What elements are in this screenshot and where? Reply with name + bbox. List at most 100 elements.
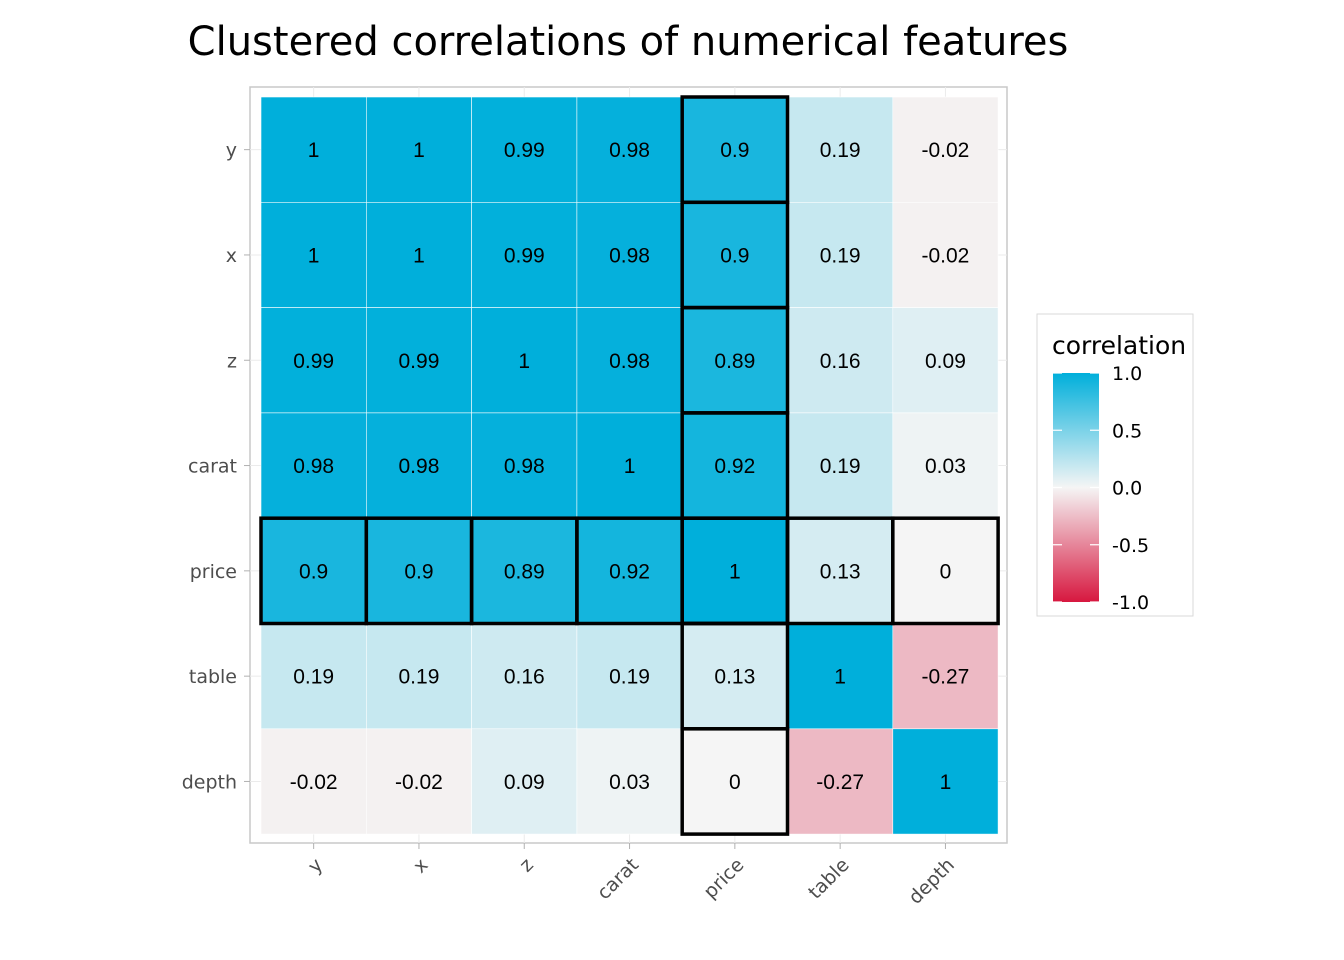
legend-tick-label: -1.0 (1112, 592, 1149, 614)
cell-value-label: 0.92 (714, 455, 755, 478)
heatmap-cell-table-price (681, 623, 788, 730)
cell-value-label: 0.9 (720, 244, 749, 267)
heatmap-cell-table-y (260, 623, 367, 730)
cell-value-label: 0.13 (714, 666, 755, 689)
heatmap-cell-carat-y (260, 412, 367, 519)
cell-value-label: 0.19 (820, 244, 861, 267)
heatmap-cell-z-z (471, 307, 578, 414)
heatmap-cell-z-x (365, 307, 472, 414)
heatmap-cell-z-table (787, 307, 894, 414)
heatmap-cell-y-x (365, 96, 472, 203)
y-tick-label: carat (188, 456, 237, 478)
legend-tick-label: 0.0 (1112, 478, 1142, 500)
heatmap-cell-price-z (471, 517, 578, 624)
x-tick-label: carat (593, 854, 643, 904)
highlight-column-cell (680, 727, 790, 836)
heatmap-cell-x-carat (576, 202, 683, 308)
cell-value-label: -0.02 (922, 139, 970, 162)
cell-value-label: 0.19 (293, 666, 334, 689)
cell-value-label: 0.98 (609, 350, 650, 373)
heatmap-cell-depth-depth (892, 728, 999, 835)
cell-value-label: 0.99 (293, 350, 334, 373)
legend: correlation 1.0 0.5 0.0 -0.5 -1.0 (1036, 313, 1194, 617)
heatmap-cell-carat-depth (892, 412, 999, 519)
cell-value-label: 0.98 (609, 244, 650, 267)
y-tick-label: table (189, 666, 237, 688)
cell-value-label: 1 (308, 244, 320, 267)
cell-value-label: 0.19 (399, 666, 440, 689)
legend-tick-label: 1.0 (1112, 363, 1142, 385)
cell-value-label: 1 (413, 244, 425, 267)
x-tick-label: x (409, 854, 433, 878)
cell-value-label: 0.89 (714, 350, 755, 373)
x-tick-label: z (515, 854, 538, 877)
cell-value-label: -0.02 (922, 244, 970, 267)
cell-value-label: 0 (940, 560, 952, 583)
heatmap-cell-x-y (260, 202, 367, 308)
heatmap-cell-y-depth (892, 96, 999, 203)
heatmap-cell-price-price (681, 517, 788, 624)
heatmap-cell-z-price (681, 307, 788, 414)
heatmap-cell-z-carat (576, 307, 683, 414)
legend-title: correlation (1052, 331, 1186, 360)
heatmap-cell-depth-y (260, 728, 367, 835)
cell-value-label: 0.98 (293, 455, 334, 478)
heatmap-cell-carat-x (365, 412, 472, 519)
cell-value-label: 0.19 (820, 139, 861, 162)
legend-tick-label: -0.5 (1112, 535, 1149, 557)
cell-value-label: 1 (518, 350, 530, 373)
heatmap-cell-price-table (787, 517, 894, 624)
x-tick-label: depth (904, 854, 959, 909)
legend-tick-label: 0.5 (1112, 420, 1142, 442)
cell-value-label: 0.98 (399, 455, 440, 478)
cell-value-label: 0.03 (925, 455, 966, 478)
cell-value-label: 0.13 (820, 560, 861, 583)
cell-value-label: -0.02 (395, 771, 443, 794)
heatmap-cell-carat-carat (576, 412, 683, 519)
cell-value-label: 0.99 (504, 244, 545, 267)
heatmap-cell-carat-table (787, 412, 894, 519)
y-tick-label: depth (182, 771, 237, 793)
x-tick-label: price (699, 854, 748, 903)
heatmap-cell-carat-z (471, 412, 578, 519)
heatmap-cell-carat-price (681, 412, 788, 519)
cell-value-label: -0.27 (816, 771, 864, 794)
cell-value-label: 0.9 (720, 139, 749, 162)
cell-value-label: 0.16 (820, 350, 861, 373)
heatmap-cell-y-table (787, 96, 894, 203)
heatmap-cell-x-depth (892, 202, 999, 308)
cell-value-label: 0.19 (609, 666, 650, 689)
cell-value-label: 0.92 (609, 560, 650, 583)
cell-value-label: 1 (624, 455, 636, 478)
cell-value-label: 0.98 (609, 139, 650, 162)
x-tick-label: table (804, 854, 854, 904)
x-tick-label: y (304, 854, 328, 878)
cell-value-label: 0 (729, 771, 741, 794)
cell-value-label: 0.19 (820, 455, 861, 478)
cell-value-label: 1 (729, 560, 741, 583)
heatmap-cell-y-carat (576, 96, 683, 203)
cell-value-label: 1 (413, 139, 425, 162)
heatmap-cell-price-carat (576, 517, 683, 624)
cell-value-label: 0.89 (504, 560, 545, 583)
heatmap-cell-depth-table (787, 728, 894, 835)
heatmap-cells: 1 1 0.99 0.98 0.9 0.19 -0.02 1 1 0.99 0.98 0.9 0.19 -… (260, 96, 999, 835)
highlight-borders (259, 95, 1000, 836)
y-axis-ticks: y x z carat price table depth (182, 140, 250, 793)
heatmap-cell-z-depth (892, 307, 999, 414)
cell-value-label: 0.03 (609, 771, 650, 794)
cell-value-label: 1 (308, 139, 320, 162)
heatmap-cell-depth-price (681, 728, 788, 835)
x-axis-ticks: y x z carat price table depth (304, 843, 959, 909)
y-tick-label: price (190, 561, 237, 583)
y-tick-label: z (227, 350, 237, 372)
heatmap-cell-table-depth (892, 623, 999, 730)
cell-value-label: -0.02 (290, 771, 338, 794)
cell-value-label: 0.98 (504, 455, 545, 478)
y-tick-label: x (226, 245, 237, 267)
cell-value-label: 0.99 (504, 139, 545, 162)
cell-value-label: 1 (834, 666, 846, 689)
cell-value-label: 0.09 (925, 350, 966, 373)
cell-value-label: 0.09 (504, 771, 545, 794)
